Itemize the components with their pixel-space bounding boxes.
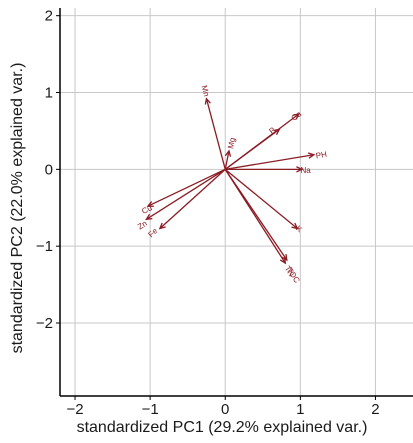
loading-arrow-mn bbox=[205, 98, 226, 170]
loading-arrow-zn bbox=[146, 168, 226, 220]
y-tick-label: −2 bbox=[36, 315, 53, 332]
loading-arrows bbox=[145, 97, 316, 265]
variable-label-cu: Cu bbox=[140, 203, 153, 216]
variable-label-zn: Zn bbox=[136, 219, 149, 232]
loading-arrow-ca bbox=[224, 113, 300, 170]
y-tick-label: 1 bbox=[45, 85, 53, 102]
variable-label-k: K bbox=[294, 224, 304, 235]
loading-arrow-k bbox=[224, 168, 298, 230]
arrow-head-zn bbox=[145, 213, 153, 221]
variable-label-na: Na bbox=[300, 166, 311, 175]
grid-lines bbox=[60, 8, 413, 396]
x-tick-label: −1 bbox=[142, 401, 159, 418]
loading-arrow-mg bbox=[224, 150, 230, 170]
y-axis-title: standardized PC2 (22.0% explained var.) bbox=[9, 63, 26, 354]
x-tick-label: −2 bbox=[66, 401, 83, 418]
arrow-head-ph bbox=[307, 152, 316, 159]
x-tick-label: 2 bbox=[371, 401, 379, 418]
loading-arrow-tn bbox=[224, 168, 286, 264]
y-tick-label: 2 bbox=[45, 8, 53, 25]
arrow-head-ca bbox=[292, 113, 301, 120]
x-axis-title: standardized PC1 (29.2% explained var.) bbox=[77, 419, 368, 436]
arrow-head-toc bbox=[281, 253, 288, 262]
arrow-head-fe bbox=[158, 222, 166, 230]
y-tick-label: 0 bbox=[45, 161, 53, 178]
loading-arrow-ph bbox=[225, 154, 314, 170]
x-tick-label: 1 bbox=[296, 401, 304, 418]
variable-label-p: P bbox=[267, 125, 277, 135]
x-tick-label: 0 bbox=[221, 401, 229, 418]
variable-label-mn: Mn bbox=[200, 84, 212, 97]
arrow-head-tn bbox=[279, 257, 287, 265]
axes: −2 −1 0 1 2 −2 −1 0 1 2 bbox=[36, 8, 413, 418]
arrow-head-na bbox=[296, 166, 304, 173]
variable-label-ph: PH bbox=[315, 150, 328, 161]
y-tick-label: −1 bbox=[36, 238, 53, 255]
arrow-head-mg bbox=[224, 149, 232, 157]
arrow-head-cu bbox=[146, 201, 154, 207]
variable-label-mg: Mg bbox=[226, 137, 237, 150]
loading-arrow-cu bbox=[147, 168, 226, 207]
arrow-head-k bbox=[291, 222, 299, 230]
loading-arrow-fe bbox=[159, 168, 226, 229]
arrow-head-mn bbox=[204, 97, 211, 105]
